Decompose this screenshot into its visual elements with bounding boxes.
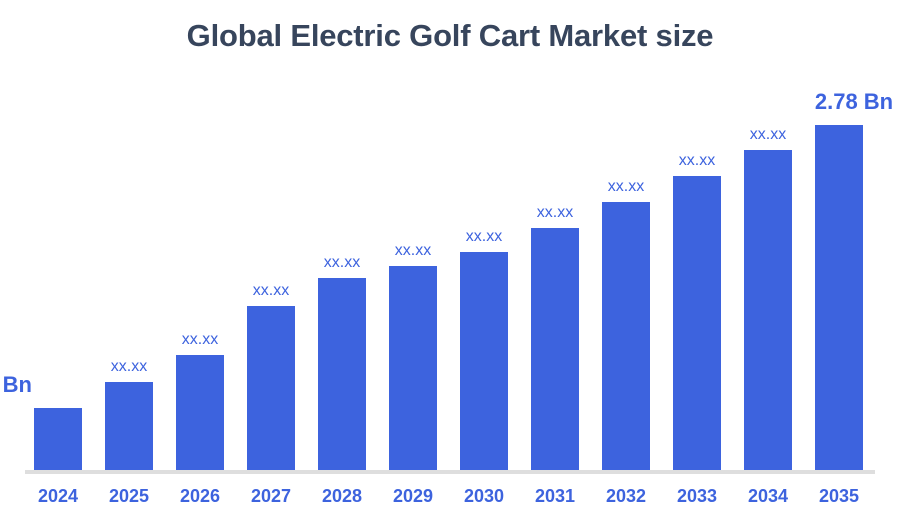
bar-value-label-2030: xx.xx — [465, 228, 503, 245]
bar-2029 — [389, 266, 437, 470]
axis-baseline — [25, 470, 875, 474]
chart-title: Global Electric Golf Cart Market size — [186, 18, 714, 53]
bar-2032 — [602, 202, 650, 470]
x-axis-label-2026: 2026 — [179, 486, 221, 506]
bar-value-label-2035: 2.78 Bn — [814, 89, 894, 114]
bar-value-label-2024: 1.42 Bn — [0, 372, 32, 397]
bar-value-label-2033: xx.xx — [678, 152, 716, 169]
bar-2031 — [531, 228, 579, 470]
bar-2028 — [318, 278, 366, 470]
bar-value-label-2031: xx.xx — [536, 204, 574, 221]
x-axis-label-2024: 2024 — [37, 486, 79, 506]
x-axis-label-2032: 2032 — [605, 486, 647, 506]
bar-value-label-2029: xx.xx — [394, 242, 432, 259]
bar-2033 — [673, 176, 721, 470]
bar-2025 — [105, 382, 153, 470]
bar-2027 — [247, 306, 295, 470]
bar-value-label-2032: xx.xx — [607, 178, 645, 195]
x-axis-label-2034: 2034 — [747, 486, 789, 506]
bar-value-label-2034: xx.xx — [749, 126, 787, 143]
bar-value-label-2026: xx.xx — [181, 331, 219, 348]
bar-2026 — [176, 355, 224, 470]
bar-value-label-2028: xx.xx — [323, 254, 361, 271]
bar-value-label-2027: xx.xx — [252, 282, 290, 299]
bar-2024 — [34, 408, 82, 470]
x-axis-label-2033: 2033 — [676, 486, 718, 506]
bar-2035 — [815, 125, 863, 470]
x-axis-label-2027: 2027 — [250, 486, 292, 506]
x-axis-label-2030: 2030 — [463, 486, 505, 506]
bar-2030 — [460, 252, 508, 470]
bar-2034 — [744, 150, 792, 470]
x-axis-label-2035: 2035 — [818, 486, 860, 506]
bar-value-label-2025: xx.xx — [110, 358, 148, 375]
x-axis-label-2029: 2029 — [392, 486, 434, 506]
x-axis-label-2031: 2031 — [534, 486, 576, 506]
x-axis-label-2025: 2025 — [108, 486, 150, 506]
x-axis-label-2028: 2028 — [321, 486, 363, 506]
